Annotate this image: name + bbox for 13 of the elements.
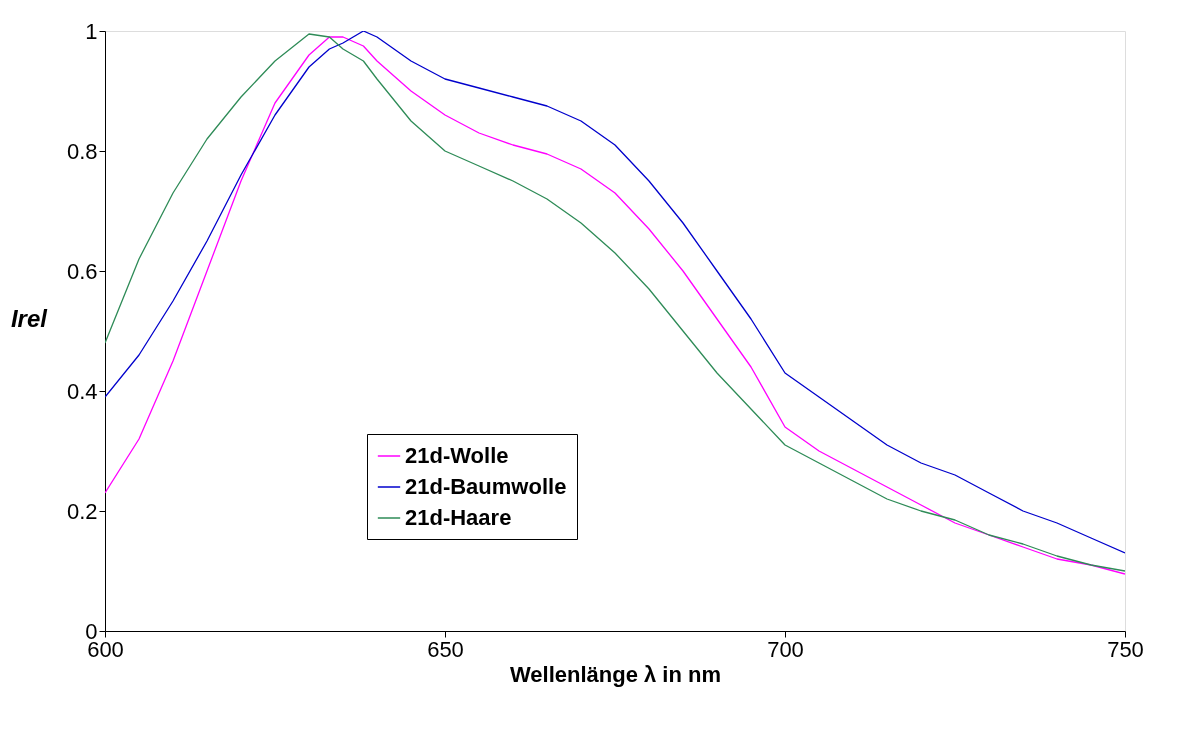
y-tick-label: 0.8 bbox=[66, 138, 98, 164]
legend-label: 21d-Haare bbox=[405, 505, 512, 530]
y-tick-label: 0.6 bbox=[66, 258, 98, 284]
x-axis-title: Wellenlänge λ in nm bbox=[509, 661, 722, 687]
y-tick-label: 1 bbox=[85, 18, 98, 44]
y-tick-label: 0.2 bbox=[66, 498, 98, 524]
legend-label: 21d-Baumwolle bbox=[405, 474, 567, 499]
y-axis-title: Irel bbox=[10, 304, 49, 332]
x-tick-label: 750 bbox=[1107, 636, 1144, 662]
x-tick-label: 650 bbox=[427, 636, 464, 662]
y-tick-label: 0.4 bbox=[66, 378, 98, 404]
legend-label: 21d-Wolle bbox=[405, 443, 509, 468]
x-tick-label: 700 bbox=[767, 636, 804, 662]
